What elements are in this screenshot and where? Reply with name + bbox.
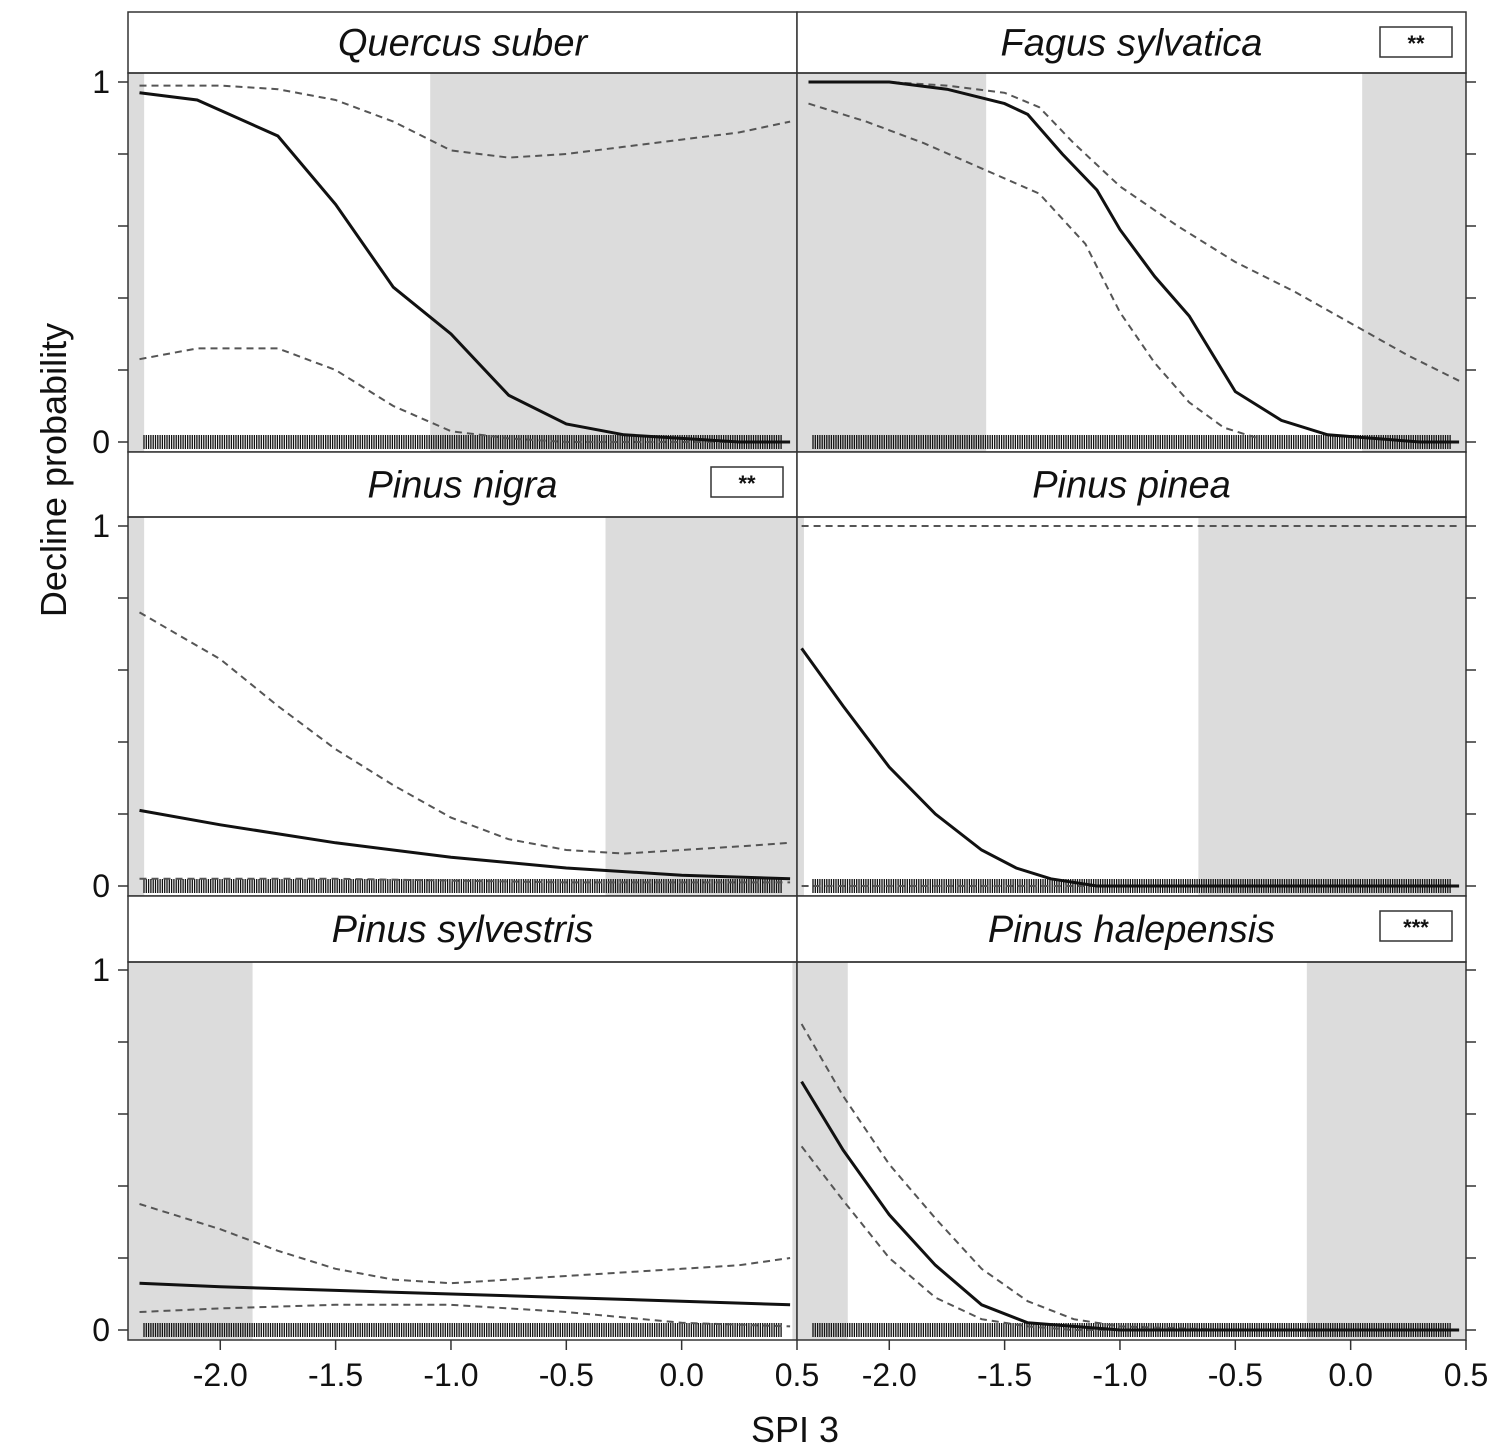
ci-upper-line <box>808 81 1460 382</box>
x-tick-label: -2.0 <box>862 1357 917 1393</box>
shaded-region <box>605 517 797 896</box>
shaded-region <box>797 73 987 452</box>
shaded-region <box>1362 73 1466 452</box>
ci-lower-line <box>139 347 791 443</box>
panel-title: Pinus sylvestris <box>332 909 594 951</box>
x-tick-label: -1.5 <box>977 1357 1032 1393</box>
panel-title: Quercus suber <box>338 23 589 65</box>
panel-title: Pinus nigra <box>367 465 557 507</box>
ci-upper-line <box>139 1203 791 1285</box>
panel-title: Pinus halepensis <box>988 909 1275 951</box>
significance-label: *** <box>1403 915 1429 940</box>
y-tick-label: 1 <box>92 508 110 544</box>
x-tick-label: -1.0 <box>1092 1357 1147 1393</box>
y-tick-label: 0 <box>92 424 110 460</box>
panel: Pinus nigra ** 0 1 <box>92 451 798 904</box>
fitted-line <box>800 647 1460 888</box>
shaded-region <box>797 517 804 896</box>
significance-badge <box>710 466 784 498</box>
panel: Pinus halepensis *** -2.0 -1.5 -1.0 -0.5 0.0 0.… <box>796 895 1488 1393</box>
significance-label: ** <box>738 471 756 496</box>
shaded-region <box>430 73 797 452</box>
y-axis-title: Decline probability <box>33 323 74 617</box>
panel-title: Fagus sylvatica <box>1001 23 1263 65</box>
x-tick-label: -0.5 <box>1208 1357 1263 1393</box>
panel: Fagus sylvatica ** <box>796 11 1476 453</box>
y-tick-label: 1 <box>92 64 110 100</box>
panel: Quercus suber 0 1 <box>92 11 798 460</box>
shaded-region <box>792 962 797 1340</box>
fitted-line <box>800 1080 1460 1332</box>
x-tick-label: -0.5 <box>539 1357 594 1393</box>
fitted-line <box>139 1281 791 1307</box>
x-tick-label: 0.0 <box>1328 1357 1372 1393</box>
y-tick-label: 0 <box>92 1312 110 1348</box>
shaded-region <box>128 73 145 452</box>
significance-label: ** <box>1407 31 1425 56</box>
panel: Pinus pinea <box>796 451 1476 897</box>
panel-title: Pinus pinea <box>1032 465 1231 507</box>
fitted-line <box>139 808 791 881</box>
x-tick-label: -1.5 <box>308 1357 363 1393</box>
strip-header <box>796 895 1467 963</box>
panel: Pinus sylvestris 0 1 -2.0 -1.5 -1.0 -0.5 0.0 0.5 <box>92 895 819 1393</box>
x-tick-label: 0.5 <box>1444 1357 1488 1393</box>
shaded-region <box>1306 962 1466 1340</box>
x-tick-label: -2.0 <box>193 1357 248 1393</box>
significance-badge <box>1379 910 1453 942</box>
x-tick-label: 0.5 <box>775 1357 819 1393</box>
fitted-line <box>808 80 1460 444</box>
ci-upper-line <box>800 1023 1460 1331</box>
ci-lower-line <box>808 102 1259 440</box>
ci-lower-line <box>139 877 791 884</box>
strip-header <box>127 11 798 74</box>
y-tick-label: 0 <box>92 868 110 904</box>
rug-marks <box>812 435 1451 449</box>
ci-lower-line <box>139 1303 791 1328</box>
rug-marks <box>143 879 782 893</box>
x-axis-title: SPI 3 <box>751 1409 839 1450</box>
y-tick-label: 1 <box>92 952 110 988</box>
ci-upper-line <box>139 84 791 159</box>
shaded-region <box>128 517 145 896</box>
x-tick-label: -1.0 <box>423 1357 478 1393</box>
plot-frame <box>796 961 1467 1341</box>
significance-badge <box>1379 26 1453 58</box>
strip-header <box>796 451 1467 518</box>
fitted-line <box>139 91 791 444</box>
x-tick-label: 0.0 <box>659 1357 703 1393</box>
shaded-region <box>128 962 253 1340</box>
shaded-region <box>1198 517 1466 896</box>
strip-header <box>796 11 1467 74</box>
